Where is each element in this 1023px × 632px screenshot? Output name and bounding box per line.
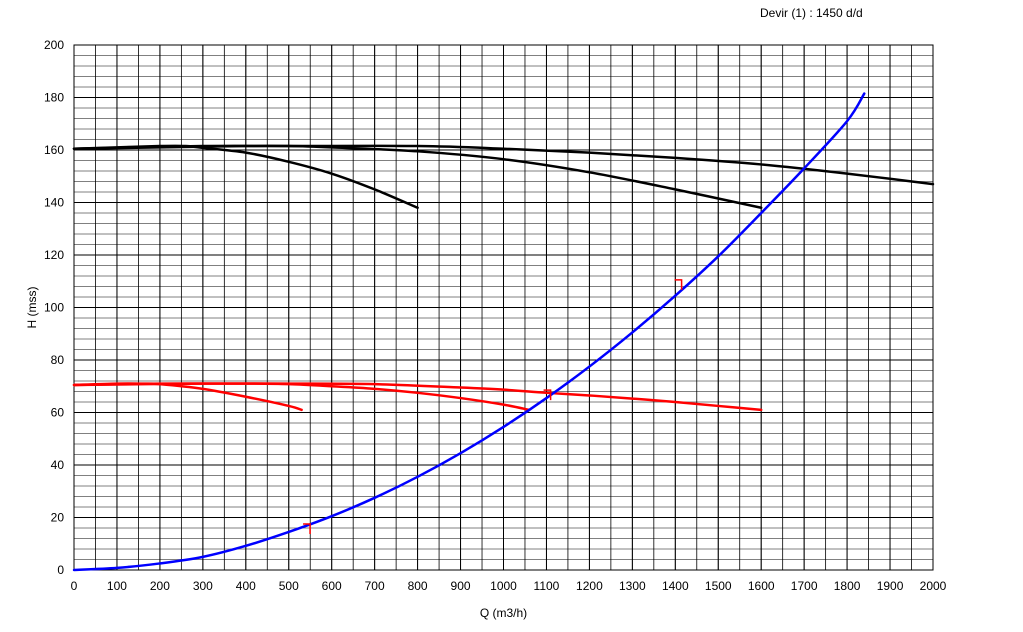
x-tick-label: 1700 xyxy=(791,579,818,593)
x-tick-label: 800 xyxy=(408,579,428,593)
y-tick-label: 40 xyxy=(51,458,65,472)
x-tick-label: 500 xyxy=(279,579,299,593)
x-tick-label: 1800 xyxy=(834,579,861,593)
x-tick-label: 1300 xyxy=(619,579,646,593)
y-tick-label: 180 xyxy=(44,91,64,105)
y-tick-label: 60 xyxy=(51,406,65,420)
x-tick-label: 1600 xyxy=(748,579,775,593)
major-grid xyxy=(73,44,934,571)
series-line-6 xyxy=(72,382,763,412)
x-axis-title: Q (m3/h) xyxy=(480,606,527,620)
y-tick-label: 100 xyxy=(44,301,64,315)
y-tick-label: 140 xyxy=(44,196,64,210)
x-tick-label: 0 xyxy=(71,579,78,593)
x-tick-label: 200 xyxy=(150,579,170,593)
y-tick-label: 80 xyxy=(51,353,65,367)
x-tick-label: 100 xyxy=(107,579,127,593)
y-tick-label: 200 xyxy=(44,38,64,52)
x-tick-label: 700 xyxy=(365,579,385,593)
duty-point-marker-3 xyxy=(674,279,683,290)
y-tick-labels: 0 20 40 60 80 100 120 140 160 180 200 xyxy=(44,38,64,577)
x-tick-labels: 0 100 200 300 400 500 600 700 800 900 1000 1100 1200… xyxy=(71,579,947,593)
series-layer xyxy=(72,92,935,572)
x-tick-label: 1100 xyxy=(534,579,560,593)
x-tick-label: 300 xyxy=(193,579,213,593)
speed-annotation: Devir (1) : 1450 d/d xyxy=(760,6,863,20)
x-tick-label: 2000 xyxy=(920,579,947,593)
series-line-3 xyxy=(72,144,935,186)
x-tick-label: 900 xyxy=(451,579,471,593)
x-tick-label: 600 xyxy=(322,579,342,593)
y-tick-label: 0 xyxy=(57,563,64,577)
x-tick-label: 1900 xyxy=(877,579,904,593)
duty-point-marker-1 xyxy=(303,523,311,534)
x-tick-label: 1200 xyxy=(576,579,603,593)
x-tick-label: 400 xyxy=(236,579,256,593)
y-tick-label: 20 xyxy=(51,511,65,525)
plot-frame xyxy=(73,44,934,571)
x-tick-label: 1400 xyxy=(662,579,689,593)
y-tick-label: 120 xyxy=(44,248,64,262)
x-tick-label: 1500 xyxy=(705,579,732,593)
duty-point-marker-2 xyxy=(543,389,552,401)
series-line-7 xyxy=(72,92,866,572)
marker-layer xyxy=(303,279,683,534)
y-axis-title: H (mss) xyxy=(25,287,39,329)
y-tick-label: 160 xyxy=(44,143,64,157)
x-tick-label: 1000 xyxy=(490,579,517,593)
